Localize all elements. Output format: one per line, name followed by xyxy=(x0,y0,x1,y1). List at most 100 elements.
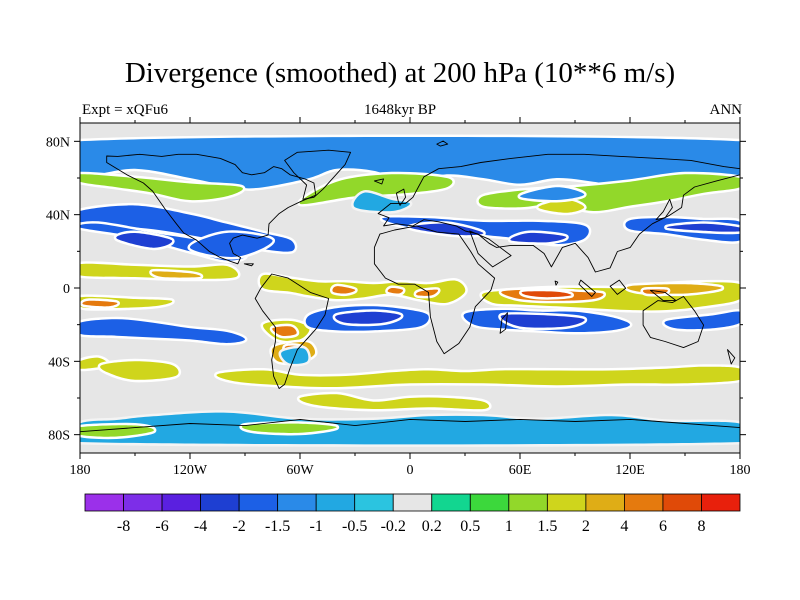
axes: 180 120W 60W 0 60E 120E 180 80N 40N 0 40S 80S xyxy=(46,117,751,478)
contour-band xyxy=(116,232,173,248)
contour-band xyxy=(80,425,154,437)
chart-title: Divergence (smoothed) at 200 hPa (10**6 … xyxy=(124,57,676,89)
period-label: 1648kyr BP xyxy=(363,102,437,118)
colorbar-swatch xyxy=(546,493,587,512)
colorbar-swatch xyxy=(392,493,433,512)
y-tick-label: 40N xyxy=(46,209,70,224)
contour-band xyxy=(510,232,567,243)
coastline-svalbard xyxy=(436,140,449,147)
colorbar-label: 1 xyxy=(505,518,513,535)
x-tick-label: 120W xyxy=(173,463,208,478)
colorbar-swatch xyxy=(123,493,163,512)
x-tick-label: 120E xyxy=(615,463,645,478)
divergence-contours xyxy=(80,134,740,447)
y-tick-label: 0 xyxy=(63,282,70,297)
contour-band xyxy=(80,319,245,343)
colorbar-label: -0.5 xyxy=(342,518,367,535)
contour-band xyxy=(241,423,337,433)
contour-band xyxy=(538,200,585,213)
season-label: ANN xyxy=(709,102,743,118)
coastline-new-guinea xyxy=(649,289,677,302)
coastline-iceland xyxy=(373,178,385,185)
contour-band xyxy=(387,287,404,294)
contour-band xyxy=(416,289,439,296)
colorbar-swatch xyxy=(431,493,471,512)
colorbar-swatch xyxy=(315,493,356,512)
colorbar-swatch xyxy=(238,493,279,512)
contour-band xyxy=(353,192,410,212)
colorbar-swatch xyxy=(200,493,240,512)
colorbar-label: -4 xyxy=(194,518,207,535)
x-tick-label: 180 xyxy=(730,463,751,478)
colorbar-label: 4 xyxy=(620,518,628,535)
colorbar: -8 -6 -4 -2 -1.5 -1 -0.5 -0.2 0.2 0.5 1 1.5 2 4 6 8 xyxy=(84,493,741,535)
coastline-madagascar xyxy=(499,312,508,334)
contour-band xyxy=(500,314,585,328)
coastline-antarctica xyxy=(80,418,740,433)
contour-band xyxy=(299,394,490,410)
contour-band xyxy=(520,187,585,201)
contour-band xyxy=(332,286,356,294)
contour-band xyxy=(664,311,740,330)
colorbar-label: -8 xyxy=(117,518,130,535)
colorbar-swatch xyxy=(277,493,317,512)
colorbar-label: 2 xyxy=(582,518,590,535)
contour-band xyxy=(80,412,740,445)
coastline-africa xyxy=(373,225,496,355)
contour-band xyxy=(272,326,297,337)
colorbar-label: -1 xyxy=(310,518,323,535)
colorbar-label: -2 xyxy=(232,518,245,535)
coastline-japan xyxy=(655,198,673,221)
contour-band xyxy=(335,311,401,324)
colorbar-label: -0.2 xyxy=(381,518,406,535)
coastline-greenland xyxy=(284,149,352,200)
colorbar-label: 0.5 xyxy=(460,518,480,535)
contour-band xyxy=(80,136,740,189)
colorbar-swatch xyxy=(84,493,124,512)
y-tick-label: 80N xyxy=(46,135,70,150)
colorbar-swatch xyxy=(354,493,394,512)
colorbar-label: -6 xyxy=(155,518,168,535)
colorbar-label: -1.5 xyxy=(265,518,290,535)
coastline-caribbean xyxy=(243,263,254,267)
contour-band xyxy=(666,223,740,232)
x-tick-label: 60W xyxy=(286,463,314,478)
contour-band xyxy=(100,361,179,380)
contour-band xyxy=(189,232,273,257)
coastline-south-america xyxy=(254,273,330,389)
coastline-sumatra xyxy=(578,279,596,297)
contour-band xyxy=(299,174,453,205)
x-tick-label: 180 xyxy=(70,463,91,478)
contour-band xyxy=(151,271,201,278)
colorbar-swatch xyxy=(662,493,702,512)
y-tick-label: 80S xyxy=(48,429,70,444)
contour-band xyxy=(82,300,118,307)
colorbar-swatch xyxy=(701,493,741,512)
contour-band xyxy=(409,223,484,236)
colorbar-label: 0.2 xyxy=(422,518,442,535)
coastline-north-america xyxy=(106,153,317,265)
colorbar-swatch xyxy=(508,493,548,512)
colorbar-label: 6 xyxy=(659,518,667,535)
colorbar-label: 8 xyxy=(697,518,705,535)
coastline-new-zealand xyxy=(727,349,736,365)
contour-band xyxy=(642,289,668,294)
colorbar-label: 1.5 xyxy=(537,518,557,535)
colorbar-swatch xyxy=(585,493,625,512)
coastline-uk xyxy=(395,188,407,206)
coastlines xyxy=(80,140,740,433)
colorbar-swatch xyxy=(161,493,201,512)
colorbar-swatch xyxy=(624,493,664,512)
coastline-sri-lanka xyxy=(554,280,559,286)
map-area xyxy=(80,123,740,453)
contour-band xyxy=(80,174,243,201)
contour-band xyxy=(521,291,572,298)
y-tick-label: 40S xyxy=(48,355,70,370)
x-tick-label: 0 xyxy=(407,463,414,478)
colorbar-swatch xyxy=(469,493,510,512)
coastline-arabia xyxy=(469,230,512,268)
coastline-eurasia xyxy=(377,153,740,273)
coastline-australia xyxy=(642,296,705,349)
contour-band xyxy=(216,366,740,388)
